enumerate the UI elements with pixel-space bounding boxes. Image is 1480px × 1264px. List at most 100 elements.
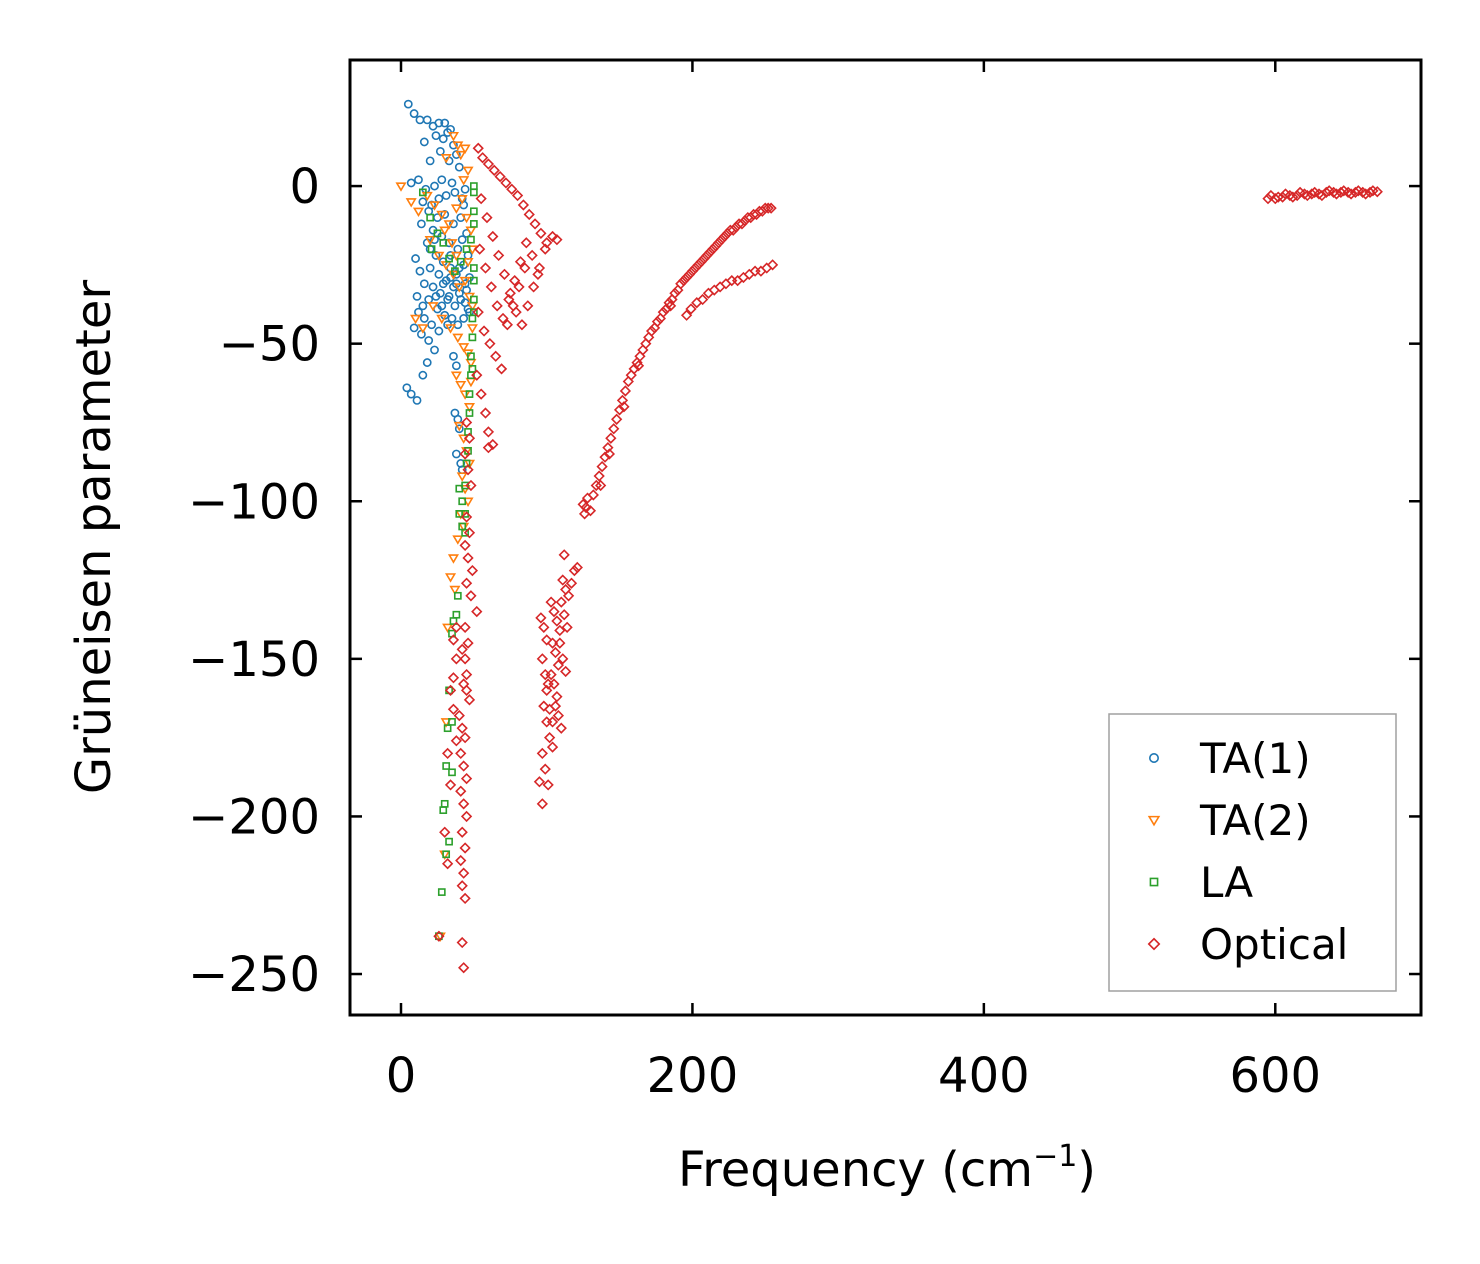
data-point xyxy=(462,552,474,564)
data-point xyxy=(472,142,484,154)
data-point xyxy=(427,302,439,312)
data-point xyxy=(465,479,477,492)
data-point xyxy=(552,659,565,671)
data-point xyxy=(454,162,464,172)
data-point xyxy=(450,371,462,381)
data-point xyxy=(520,237,532,249)
data-point xyxy=(456,936,468,949)
data-point xyxy=(439,806,448,814)
data-point xyxy=(433,251,445,262)
data-point xyxy=(736,218,748,230)
data-point xyxy=(450,735,463,747)
data-point xyxy=(523,208,535,221)
data-point xyxy=(456,194,468,205)
y-tick-label: 0 xyxy=(289,159,320,215)
data-point xyxy=(551,615,563,627)
legend-marker xyxy=(1149,877,1159,887)
legend-entry: Optical xyxy=(1147,920,1348,969)
data-point xyxy=(484,338,496,350)
data-point xyxy=(442,623,454,634)
data-point xyxy=(458,343,470,353)
data-point xyxy=(433,229,442,238)
data-point xyxy=(440,118,450,128)
data-point xyxy=(458,760,470,772)
data-point xyxy=(565,577,578,589)
data-point xyxy=(452,535,464,545)
data-point xyxy=(539,763,551,775)
data-point xyxy=(435,932,443,941)
data-point xyxy=(538,621,550,633)
data-point xyxy=(462,258,474,268)
data-point xyxy=(1279,188,1292,200)
data-point xyxy=(445,254,453,263)
data-point xyxy=(761,262,773,274)
data-point xyxy=(529,218,541,230)
data-point xyxy=(584,505,597,517)
data-point xyxy=(450,187,460,197)
data-point xyxy=(438,134,448,144)
data-point xyxy=(596,460,608,473)
data-point xyxy=(616,394,629,407)
data-point xyxy=(459,276,471,287)
data-point xyxy=(445,837,453,846)
data-point xyxy=(422,358,432,367)
data-point xyxy=(669,287,681,299)
data-point xyxy=(554,637,566,649)
data-point xyxy=(519,262,531,274)
y-tick-label: −200 xyxy=(188,789,320,845)
data-point xyxy=(469,182,478,190)
data-point xyxy=(469,276,478,285)
y-tick-label: −250 xyxy=(188,947,320,1003)
data-point xyxy=(448,768,456,777)
data-point xyxy=(458,962,470,974)
data-point xyxy=(460,577,473,589)
data-point xyxy=(440,154,452,164)
data-point xyxy=(453,414,463,424)
data-point xyxy=(500,177,512,189)
data-point xyxy=(418,370,428,380)
data-point xyxy=(541,716,553,728)
data-point xyxy=(683,268,696,280)
data-point xyxy=(425,263,435,273)
data-point xyxy=(453,421,465,432)
data-point xyxy=(485,281,497,293)
data-point xyxy=(412,207,425,218)
data-point xyxy=(452,141,464,151)
data-point xyxy=(680,271,693,284)
data-point xyxy=(548,678,560,690)
data-point xyxy=(704,246,716,258)
data-point xyxy=(551,234,563,246)
y-axis-label: Grüneisen parameter xyxy=(66,280,122,795)
data-point xyxy=(453,591,462,600)
data-point xyxy=(461,213,473,224)
data-point xyxy=(1367,185,1379,197)
data-point xyxy=(449,585,461,596)
data-point xyxy=(517,199,530,211)
data-point xyxy=(456,826,468,838)
data-point xyxy=(459,314,469,323)
x-tick-label: 600 xyxy=(1229,1048,1321,1104)
data-point xyxy=(435,147,445,156)
legend-entry: LA xyxy=(1149,858,1253,907)
data-point xyxy=(425,156,435,166)
data-point xyxy=(427,320,436,330)
data-point xyxy=(593,470,605,482)
data-point xyxy=(445,573,457,583)
data-point xyxy=(696,293,709,306)
data-point xyxy=(1287,191,1299,203)
data-point xyxy=(611,413,623,425)
data-point xyxy=(452,333,464,344)
data-point xyxy=(444,291,454,301)
data-point xyxy=(463,694,476,706)
data-point xyxy=(474,243,486,255)
data-point xyxy=(492,249,505,262)
data-point xyxy=(455,747,467,760)
data-point xyxy=(415,115,425,125)
data-point xyxy=(447,178,457,188)
data-point xyxy=(1320,186,1332,199)
data-point xyxy=(1357,186,1369,199)
data-point xyxy=(437,888,446,896)
x-axis-ticks: 0 200 400 600 xyxy=(386,60,1321,1104)
y-tick-label: −150 xyxy=(188,632,320,688)
axes-frame xyxy=(348,58,1423,1017)
